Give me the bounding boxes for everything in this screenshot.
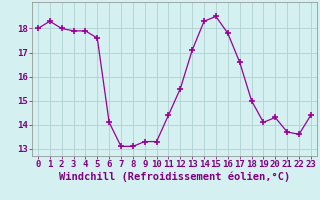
- X-axis label: Windchill (Refroidissement éolien,°C): Windchill (Refroidissement éolien,°C): [59, 172, 290, 182]
